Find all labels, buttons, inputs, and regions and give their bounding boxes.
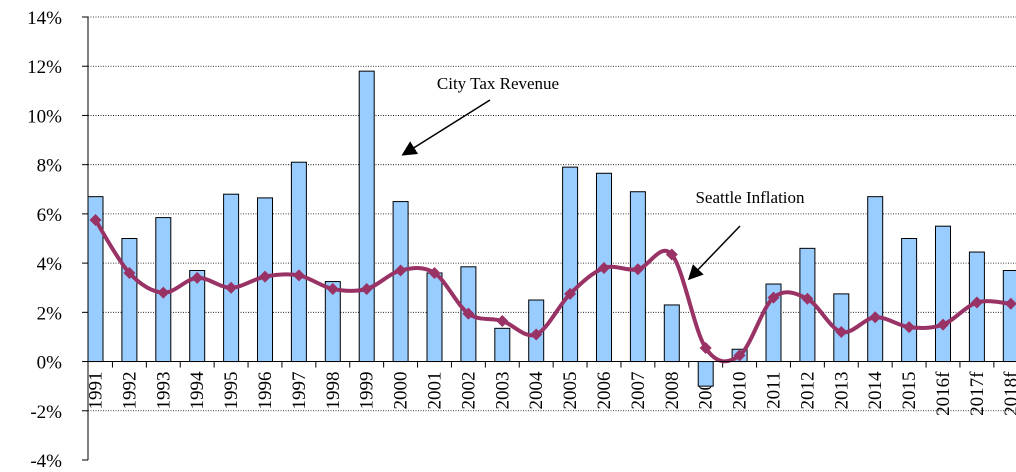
bar [935, 225, 951, 363]
marker [530, 328, 543, 341]
marker [191, 271, 204, 284]
y-tick-label: 6% [37, 205, 63, 226]
bar [901, 238, 918, 363]
marker [292, 269, 305, 282]
x-tick-label: 1992 [119, 372, 140, 410]
marker [937, 318, 949, 331]
marker [259, 270, 271, 283]
x-tick-label: 2018f [1001, 371, 1016, 416]
y-tick-label: 14% [27, 8, 62, 29]
line [93, 218, 1011, 364]
x-tick-label: 2008 [662, 372, 683, 410]
marker [89, 214, 102, 227]
marker [970, 296, 983, 309]
x-tick-label: 1998 [323, 372, 344, 410]
x-tick-label: 2010 [730, 372, 751, 410]
x-tick-label: 2000 [391, 372, 412, 410]
x-tick-label: 2014 [865, 371, 886, 410]
bar [426, 272, 443, 363]
bar [121, 238, 138, 363]
marker [326, 282, 339, 295]
y-tick-label: 10% [27, 106, 62, 127]
x-tick-label: 1994 [187, 371, 208, 410]
x-tick-label: 2007 [628, 372, 649, 410]
marker [801, 292, 814, 305]
x-tick-label: 2015 [899, 372, 920, 410]
annotation: City Tax Revenue [437, 74, 559, 93]
marker [123, 266, 136, 279]
marker [699, 342, 712, 355]
x-tick-label: 2006 [594, 372, 615, 410]
x-tick-label: 2012 [797, 372, 818, 410]
bar [189, 269, 206, 363]
marker [835, 326, 848, 339]
plot: -4% -2% 0% 2% 4% 6% 8% 10% 12% 14% 1991 1992 1993 199… [27, 8, 1016, 472]
marker [157, 286, 170, 299]
marker [360, 282, 373, 295]
annotation-arrow [687, 225, 741, 281]
bar [223, 193, 240, 363]
marker [394, 264, 407, 277]
bar [629, 191, 646, 363]
y-tick-label: -4% [30, 451, 62, 472]
x-tick-label: 2016f [933, 371, 954, 416]
y-tick-label: 12% [27, 57, 62, 78]
x-tick-label: 2011 [764, 372, 785, 409]
bar [663, 304, 680, 363]
x-tick-label: 1993 [153, 372, 174, 410]
x-tick-label: 1995 [221, 372, 242, 410]
bar [562, 166, 579, 363]
x-tick-label: 1996 [255, 372, 276, 410]
marker [767, 291, 780, 304]
bar [494, 327, 511, 363]
x-tick-label: 1991 [86, 372, 107, 410]
y-tick-label: -2% [30, 402, 62, 423]
marker [496, 314, 509, 327]
marker [869, 311, 882, 324]
bar [290, 161, 307, 363]
y-tick-label: 0% [37, 353, 63, 374]
x-tick-label: 2004 [526, 371, 547, 410]
x-tick-label: 1999 [357, 372, 378, 410]
x-tick-label: 1997 [289, 372, 310, 410]
y-tick-label: 4% [37, 254, 63, 275]
marker [903, 321, 916, 334]
marker [428, 266, 441, 279]
y-tick-label: 2% [37, 303, 63, 324]
y-tick-label: 8% [37, 156, 63, 177]
x-tick-label: 2005 [560, 372, 581, 410]
marker [665, 248, 678, 261]
marker [598, 262, 610, 275]
marker [225, 281, 238, 294]
x-tick-label: 2017f [967, 371, 988, 416]
bar [1002, 269, 1016, 363]
x-tick-label: 2013 [831, 372, 852, 410]
annotation: Seattle Inflation [695, 188, 805, 207]
bar [697, 361, 714, 387]
marker [564, 287, 577, 300]
marker [462, 307, 475, 320]
bar [358, 70, 375, 363]
marker [631, 263, 644, 276]
x-tick-label: 2002 [458, 372, 479, 410]
marker [733, 349, 746, 362]
x-tick-label: 2001 [425, 372, 446, 410]
x-tick-label: 2003 [492, 372, 513, 410]
bar [392, 201, 409, 363]
bar [867, 196, 884, 363]
marker [1004, 297, 1016, 310]
annotation-arrow [401, 99, 491, 156]
